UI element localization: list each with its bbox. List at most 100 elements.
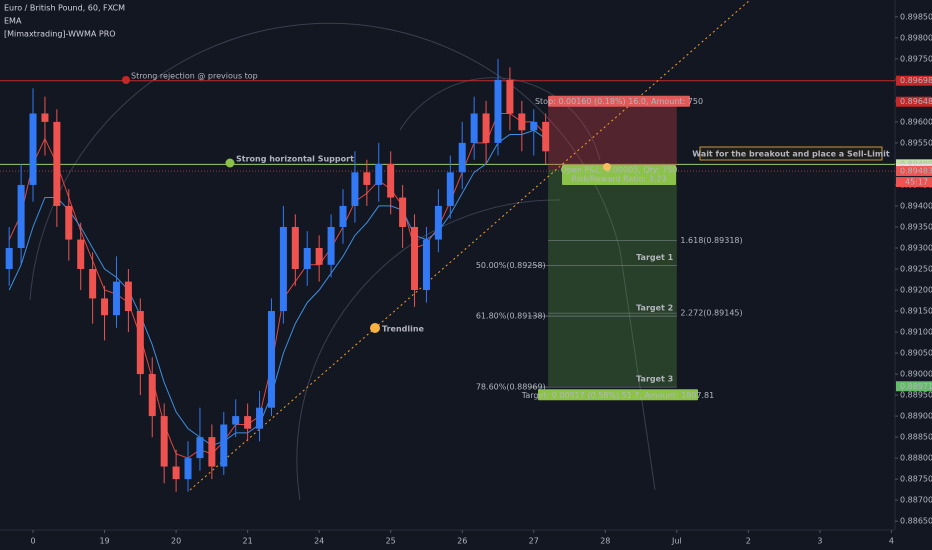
candle-body	[5, 247, 13, 269]
candle-body	[101, 298, 109, 316]
candle-body	[184, 458, 192, 480]
candle-body	[256, 407, 264, 429]
candle-body	[470, 113, 478, 143]
y-tick-label: 0.89050	[900, 349, 932, 358]
candle-body	[494, 79, 502, 143]
candle-body	[530, 121, 538, 131]
y-tick-label: 0.89350	[900, 222, 932, 231]
position-label: Stop: 0.00160 (0.18%) 16.0, Amount: 750	[535, 97, 703, 106]
x-tick-label: 2	[746, 537, 751, 546]
candle-body	[29, 113, 37, 185]
plot-area: 50.00%(0.89258) Target 1 61.80%(0.89138) Ta…	[0, 0, 895, 492]
y-tick-label: 0.88800	[900, 454, 932, 463]
y-tick-label: 0.89200	[900, 286, 932, 295]
y-tick-label: 0.88900	[900, 412, 932, 421]
x-tick-label: 27	[529, 537, 539, 546]
x-tick-label: 0	[30, 537, 35, 546]
candle-body	[518, 113, 526, 131]
y-tick-label: 0.88750	[900, 475, 932, 484]
position-label: Target: 0.00517 (0.58%) 51.7, Amount: 18…	[521, 391, 714, 400]
chart-title: Euro / British Pound, 60, FXCM	[4, 4, 125, 13]
candle-body	[303, 247, 311, 269]
candle-body	[399, 197, 407, 227]
y-tick-label: 0.88950	[900, 391, 932, 400]
candle-body	[267, 311, 275, 408]
annotation-dot	[122, 76, 130, 84]
ext-label: 1.618(0.89318)	[680, 236, 742, 245]
fib-label: 50.00%(0.89258)	[476, 261, 546, 270]
y-tick-label: 0.88700	[900, 496, 932, 505]
candle-body	[65, 205, 73, 240]
label-box	[538, 389, 698, 401]
x-tick-label: 4	[889, 537, 894, 546]
candle-body	[41, 113, 49, 122]
candle-body	[77, 239, 85, 269]
x-tick-label: 19	[99, 537, 109, 546]
price-tag	[896, 381, 932, 392]
ema-line	[8, 113, 547, 459]
candle-body	[17, 184, 25, 248]
candle-body	[434, 205, 442, 240]
y-tick-label: 0.89800	[900, 33, 932, 42]
y-tick-label: 0.89550	[900, 138, 932, 147]
x-tick-label: 20	[171, 537, 181, 546]
candle-body	[327, 226, 335, 265]
candle-body	[244, 416, 252, 429]
y-tick-label: 0.89000	[900, 370, 932, 379]
y-tick-label: 0.89850	[900, 12, 932, 21]
candle-body	[482, 113, 490, 143]
y-tick-label: 0.88650	[900, 517, 932, 526]
annotation: Wait for the breakout and place a Sell-L…	[692, 150, 890, 159]
candle-body	[112, 281, 120, 316]
candle-body	[160, 416, 168, 467]
trendline	[189, 0, 751, 491]
indicator-label: EMA	[4, 17, 22, 26]
fib-label: 78.60%(0.88969)	[476, 383, 546, 392]
y-tick-label: 0.89600	[900, 117, 932, 126]
note-box	[699, 146, 883, 161]
candle-body	[53, 121, 61, 206]
x-tick-label: 28	[600, 537, 610, 546]
candle-body	[124, 281, 132, 312]
target-label: Target 1	[636, 253, 674, 262]
price-tag-label: 0.88971	[900, 382, 932, 391]
candle-body	[172, 466, 180, 480]
price-tag	[896, 96, 932, 107]
target-label: Target 3	[636, 375, 673, 384]
target-zone	[548, 168, 677, 387]
fib-label: 61.80%(0.89138)	[476, 312, 546, 321]
candle-body	[208, 437, 216, 467]
candle-body	[351, 172, 359, 206]
candle-body	[232, 416, 240, 425]
candle-body	[375, 163, 383, 185]
price-tag	[896, 166, 932, 177]
candle-body	[136, 311, 144, 375]
ema-line	[8, 129, 546, 447]
countdown-tag	[896, 177, 932, 188]
y-tick-label: 0.88850	[900, 433, 932, 442]
x-tick-label: Jul	[671, 537, 682, 546]
y-tick-label: 0.89300	[900, 243, 932, 252]
x-tick-label: 3	[817, 537, 822, 546]
candle-body	[89, 268, 97, 299]
candle-body	[220, 424, 228, 467]
annotation: Trendline	[382, 325, 425, 334]
countdown-label: 45:17	[905, 178, 928, 187]
candle-body	[196, 437, 204, 459]
x-tick-label: 25	[386, 537, 396, 546]
position-label: Risk/Reward Ratio: 3.23	[571, 174, 666, 183]
y-tick-label: 0.89100	[900, 328, 932, 337]
candle-body	[542, 121, 550, 152]
annotation: Strong rejection @ previous top	[131, 72, 258, 81]
y-tick-label: 0.89400	[900, 201, 932, 210]
candle-body	[148, 374, 156, 417]
x-tick-label: 24	[314, 537, 324, 546]
x-tick-label: 26	[457, 537, 467, 546]
candle-body	[339, 205, 347, 227]
price-tag	[896, 75, 932, 86]
position-label: Open P&L: 0.00005, Qty: 750	[561, 165, 678, 174]
candle-body	[279, 226, 287, 312]
arc	[296, 199, 561, 501]
